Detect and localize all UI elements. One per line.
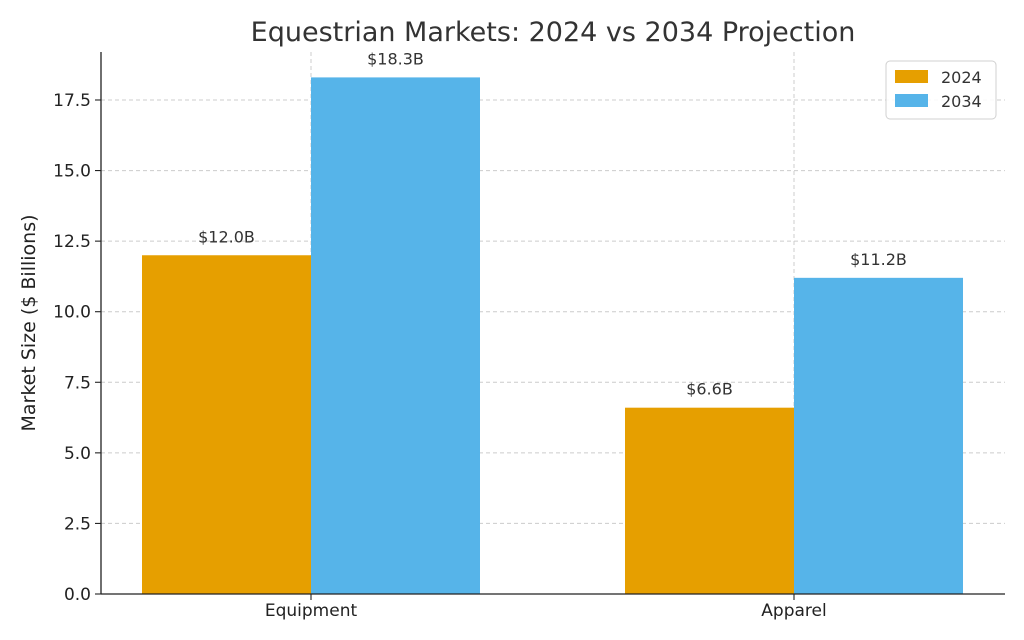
legend-swatch-2024: [895, 70, 928, 83]
legend-label-2034: 2034: [941, 92, 982, 111]
bar-value-label: $6.6B: [686, 380, 733, 399]
bar-value-label: $12.0B: [198, 227, 255, 246]
legend-label-2024: 2024: [941, 68, 982, 87]
bar-value-label: $18.3B: [367, 49, 424, 68]
bar-2024-apparel: [625, 407, 794, 594]
y-tick-label: 2.5: [64, 514, 91, 534]
y-tick-label: 10.0: [53, 303, 91, 323]
bar-2034-equipment: [311, 77, 480, 594]
chart-title: Equestrian Markets: 2024 vs 2034 Project…: [251, 17, 856, 48]
y-tick-label: 5.0: [64, 444, 91, 464]
y-axis-label: Market Size ($ Billions): [18, 214, 40, 431]
y-tick-label: 0.0: [64, 585, 91, 605]
legend: 2024 2034: [885, 60, 997, 120]
axes: 0.0 2.5 5.0 7.5 10.0 12.5 15.0 17.5 Equipment App…: [53, 52, 1005, 621]
y-tick-label: 17.5: [53, 91, 91, 111]
legend-swatch-2034: [895, 94, 928, 107]
y-tick-label: 15.0: [53, 162, 91, 182]
bar-value-label: $11.2B: [850, 250, 907, 269]
bar-2034-apparel: [794, 277, 963, 594]
bar-value-labels: $12.0B $18.3B $6.6B $11.2B: [198, 49, 907, 398]
bars: [142, 77, 963, 594]
y-tick-label: 12.5: [53, 232, 91, 252]
x-tick-label: Equipment: [265, 601, 358, 621]
bar-2024-equipment: [142, 255, 311, 594]
y-tick-label: 7.5: [64, 373, 91, 393]
x-tick-label: Apparel: [761, 601, 826, 621]
